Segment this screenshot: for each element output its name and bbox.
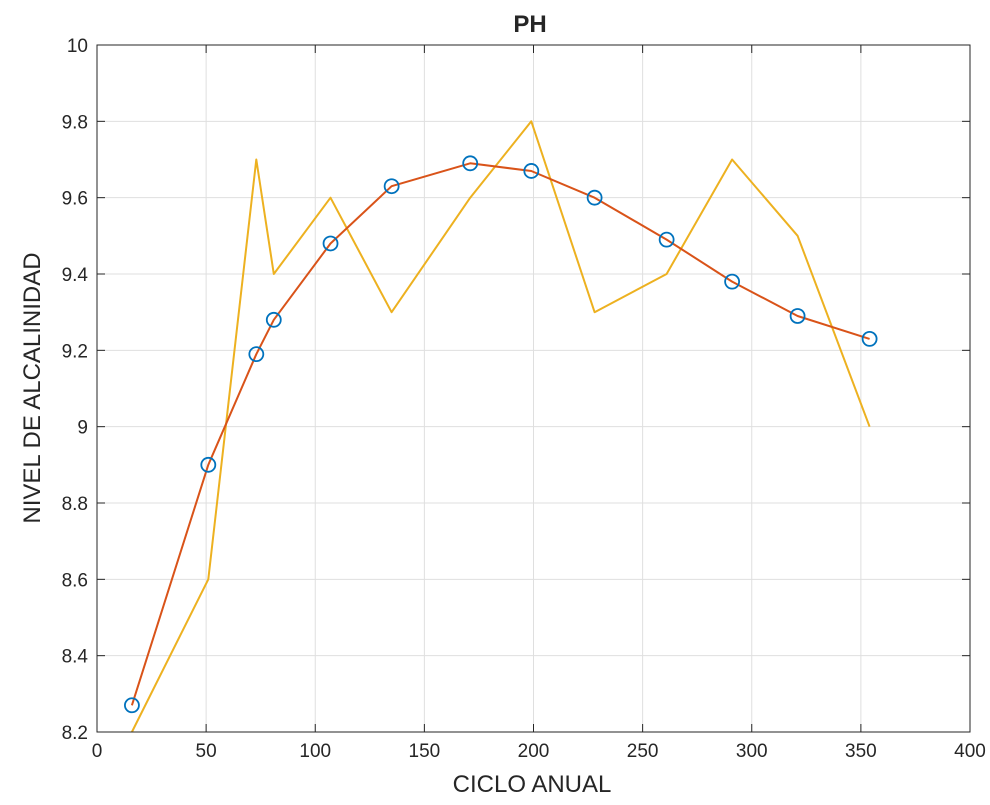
series-line-2 [131,120,871,733]
x-tick-label: 100 [299,741,331,762]
x-tick-label: 200 [518,741,550,762]
data-point-marker [658,231,675,248]
x-tick-label: 250 [627,741,659,762]
x-tick-label: 150 [409,741,441,762]
x-tick-label: 400 [954,741,986,762]
data-point-marker [724,273,741,290]
y-tick-label: 9 [77,418,88,439]
data-point-marker [322,235,339,252]
y-tick-label: 8.4 [62,647,89,668]
data-point-marker [586,189,603,206]
data-point-marker [383,178,400,195]
chart-title: PH [513,11,546,38]
y-tick-label: 9.2 [62,341,88,362]
y-tick-label: 9.6 [62,189,88,210]
x-tick-label: 300 [736,741,768,762]
data-point-marker [124,697,140,714]
data-point-marker [200,456,217,473]
data-point-marker [789,308,806,324]
data-point-marker [861,330,878,347]
y-axis-label: NIVEL DE ALCALINIDAD [19,252,46,523]
y-tick-label: 8.6 [62,570,88,591]
y-tick-label: 8.8 [62,494,88,515]
data-point-marker [523,163,540,179]
x-tick-label: 350 [845,741,877,762]
x-axis-label: CICLO ANUAL [453,771,612,798]
y-tick-label: 9.8 [62,112,88,133]
data-point-marker [462,155,479,172]
series-line-1 [130,162,870,706]
series-layer [124,120,878,733]
y-tick-label: 10 [67,36,88,57]
x-tick-label: 50 [196,741,217,762]
grid-layer [96,44,971,733]
data-point-marker [265,311,282,328]
y-tick-label: 8.2 [62,723,88,744]
data-point-marker [248,346,265,363]
x-tick-label: 0 [92,741,103,762]
axes-layer: 0 50 100 150 200 250 300 350 400 8.2 8.4 8.6 8.8 9 9.2… [62,36,986,762]
y-tick-label: 9.4 [62,265,89,286]
